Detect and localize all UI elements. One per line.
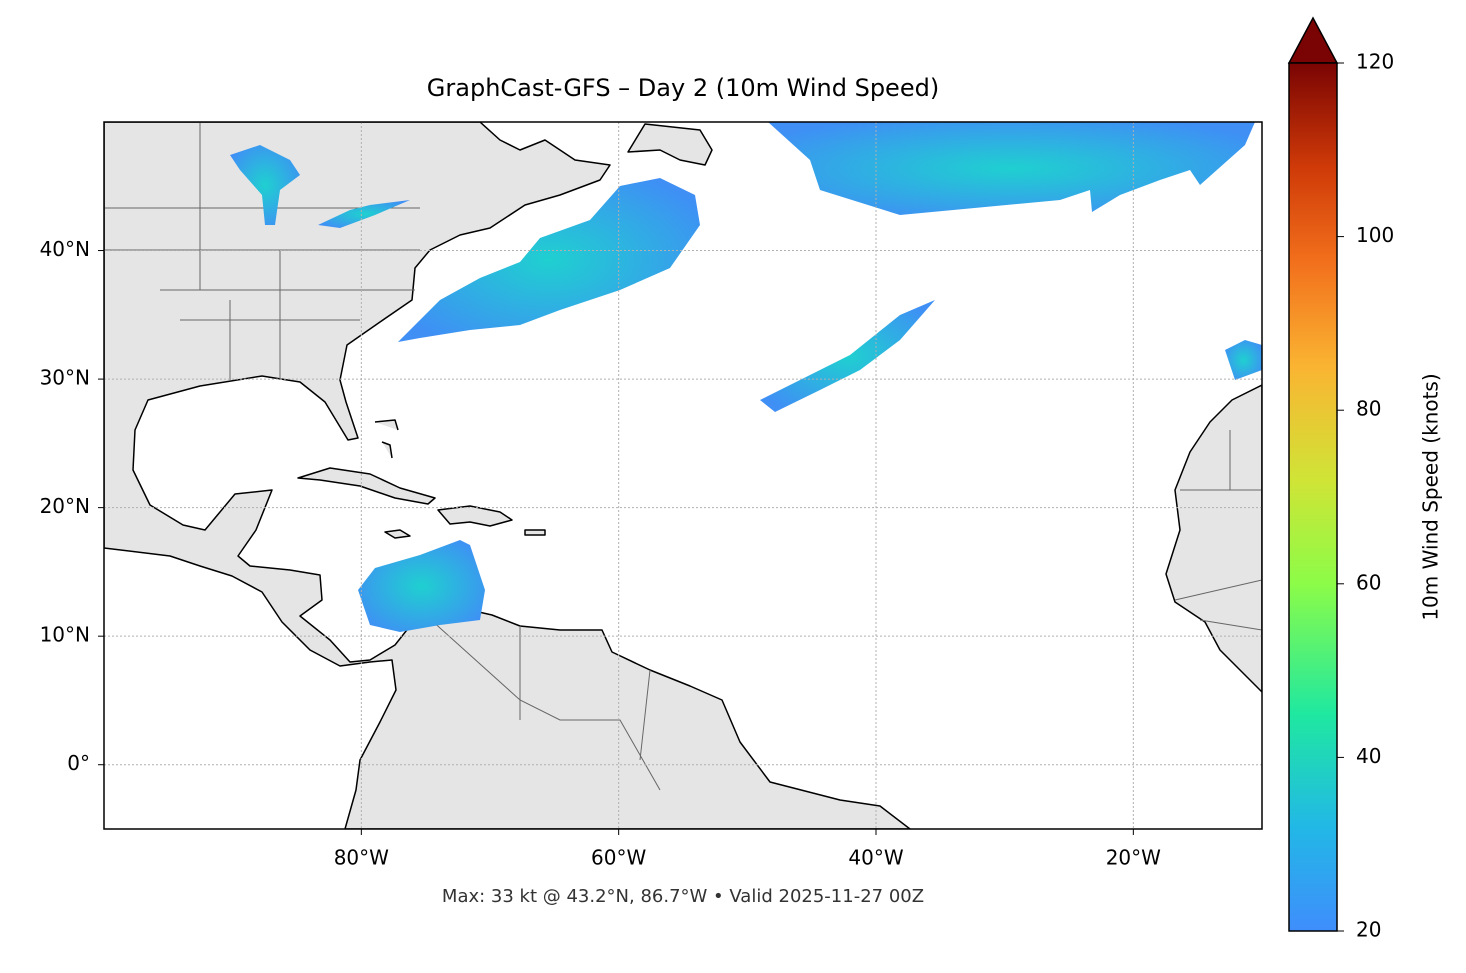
y-tick-label: 40°N — [40, 237, 90, 261]
colorbar-tick-label: 20 — [1356, 918, 1381, 942]
colorbar-extend — [1287, 16, 1339, 64]
y-tick-label: 20°N — [40, 494, 90, 518]
colorbar-tick-label: 120 — [1356, 50, 1394, 74]
map-title: GraphCast-GFS – Day 2 (10m Wind Speed) — [427, 74, 939, 102]
x-tick-label: 20°W — [1106, 846, 1161, 870]
cuba — [297, 467, 436, 505]
colorbar-tick-label: 60 — [1356, 570, 1381, 594]
colorbar-tick-label: 100 — [1356, 223, 1394, 247]
x-tick-label: 60°W — [591, 846, 646, 870]
puerto-rico — [524, 529, 546, 536]
colorbar — [1288, 62, 1338, 932]
africa — [1165, 384, 1262, 693]
y-tick-label: 30°N — [40, 366, 90, 390]
newfoundland — [627, 123, 713, 166]
colorbar-label: 10m Wind Speed (knots) — [1419, 373, 1443, 620]
bahamas — [374, 419, 399, 459]
americas — [104, 122, 911, 829]
borders — [104, 122, 1262, 791]
map-frame — [103, 121, 1263, 830]
grid — [104, 122, 1262, 829]
x-tick-label: 80°W — [334, 846, 389, 870]
axes: 80°W 60°W 40°W 20°W 0° 10°N 20°N 30°N 40°N — [40, 237, 1162, 869]
y-tick-label: 10°N — [40, 623, 90, 647]
x-tick-label: 40°W — [848, 846, 903, 870]
jamaica — [384, 529, 411, 539]
colorbar-tick-label: 40 — [1356, 744, 1381, 768]
hispaniola — [437, 505, 513, 527]
colorbar-tick-label: 80 — [1356, 397, 1381, 421]
wind-field — [230, 122, 1262, 632]
footnote: Max: 33 kt @ 43.2°N, 86.7°W • Valid 2025… — [442, 886, 924, 907]
map-area — [104, 122, 1262, 829]
y-tick-label: 0° — [67, 751, 90, 775]
